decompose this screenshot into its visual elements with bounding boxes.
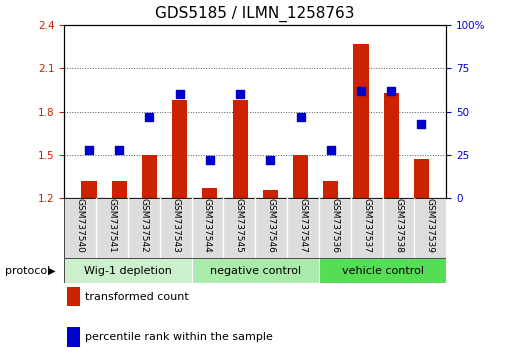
Text: GSM737539: GSM737539 bbox=[426, 198, 435, 253]
Title: GDS5185 / ILMN_1258763: GDS5185 / ILMN_1258763 bbox=[155, 6, 355, 22]
Point bbox=[206, 157, 214, 163]
Text: ▶: ▶ bbox=[48, 266, 56, 276]
Text: transformed count: transformed count bbox=[85, 292, 188, 302]
Text: GSM737547: GSM737547 bbox=[299, 198, 307, 253]
Point bbox=[115, 147, 123, 153]
Bar bbox=[142, 155, 157, 198]
Bar bbox=[384, 93, 399, 198]
Bar bbox=[202, 188, 218, 198]
Bar bbox=[172, 100, 187, 198]
Bar bbox=[353, 44, 368, 198]
Point bbox=[297, 114, 305, 120]
Bar bbox=[263, 190, 278, 198]
Point bbox=[85, 147, 93, 153]
Bar bbox=[191, 258, 319, 283]
Text: GSM737536: GSM737536 bbox=[330, 198, 339, 253]
Point bbox=[417, 121, 425, 126]
Point bbox=[357, 88, 365, 93]
Text: GSM737538: GSM737538 bbox=[394, 198, 403, 253]
Point bbox=[145, 114, 153, 120]
Bar bbox=[323, 181, 338, 198]
Bar bbox=[293, 155, 308, 198]
Bar bbox=[232, 100, 248, 198]
Text: GSM737541: GSM737541 bbox=[107, 198, 116, 253]
Text: GSM737545: GSM737545 bbox=[235, 198, 244, 253]
Point bbox=[266, 157, 274, 163]
Text: percentile rank within the sample: percentile rank within the sample bbox=[85, 332, 272, 342]
Text: GSM737546: GSM737546 bbox=[267, 198, 275, 253]
Point bbox=[387, 88, 396, 93]
Text: GSM737544: GSM737544 bbox=[203, 198, 212, 253]
Bar bbox=[319, 258, 446, 283]
Bar bbox=[112, 181, 127, 198]
Text: GSM737543: GSM737543 bbox=[171, 198, 180, 253]
Text: Wig-1 depletion: Wig-1 depletion bbox=[84, 266, 172, 276]
Point bbox=[175, 91, 184, 97]
Bar bbox=[82, 181, 96, 198]
Text: protocol: protocol bbox=[5, 266, 50, 276]
Bar bbox=[64, 258, 191, 283]
Point bbox=[327, 147, 335, 153]
Text: GSM737537: GSM737537 bbox=[362, 198, 371, 253]
Text: GSM737542: GSM737542 bbox=[139, 198, 148, 253]
Text: GSM737540: GSM737540 bbox=[75, 198, 85, 253]
Text: negative control: negative control bbox=[210, 266, 301, 276]
Bar bbox=[414, 159, 429, 198]
Text: vehicle control: vehicle control bbox=[342, 266, 424, 276]
Point bbox=[236, 91, 244, 97]
